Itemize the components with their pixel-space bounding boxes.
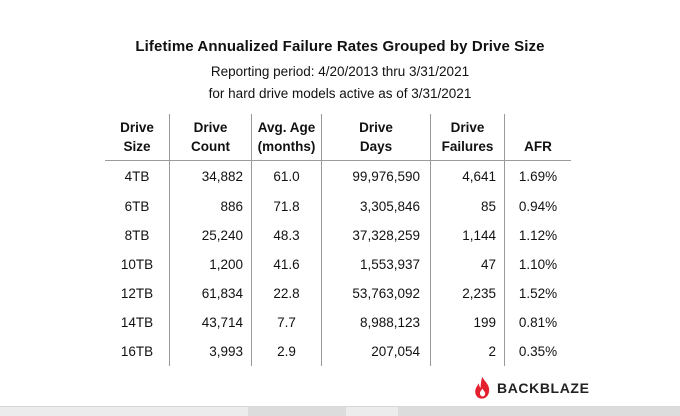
table-header-row: Drive Size Drive Count Avg. Age (months) Dr…	[105, 114, 571, 161]
table-row: 14TB 43,714 7.7 8,988,123 199 0.81%	[105, 308, 571, 337]
cell-drive-size: 4TB	[124, 169, 150, 184]
header-drive-size: Drive Size	[105, 114, 170, 161]
table-row: 4TB 34,882 61.0 99,976,590 4,641 1.69%	[105, 160, 571, 192]
bottom-toolbar-strip	[0, 406, 680, 416]
cell-afr: 0.81%	[504, 308, 571, 337]
cell-drive-size: 8TB	[124, 228, 150, 243]
cell-avg-age: 7.7	[251, 308, 322, 337]
cell-drive-days: 8,988,123	[321, 308, 431, 337]
cell-avg-age: 61.0	[251, 160, 322, 192]
header-avg-age: Avg. Age (months)	[251, 114, 322, 161]
cell-afr: 0.94%	[504, 192, 571, 221]
cell-drive-count: 886	[169, 192, 252, 221]
chart-title: Lifetime Annualized Failure Rates Groupe…	[135, 38, 545, 55]
backblaze-logo: BACKBLAZE	[474, 376, 590, 400]
cell-drive-days: 99,976,590	[321, 160, 431, 192]
cell-drive-size: 10TB	[120, 257, 154, 272]
cell-avg-age: 71.8	[251, 192, 322, 221]
header-drive-failures: Drive Failures	[430, 114, 505, 161]
cell-drive-count: 43,714	[169, 308, 252, 337]
cell-drive-failures: 2,235	[430, 279, 505, 308]
cell-avg-age: 2.9	[251, 337, 322, 366]
brand-name: BACKBLAZE	[497, 380, 590, 396]
cell-drive-size: 6TB	[124, 199, 150, 214]
cell-drive-size: 12TB	[120, 286, 154, 301]
table-row: 6TB 886 71.8 3,305,846 85 0.94%	[105, 192, 571, 221]
cell-drive-size: 16TB	[120, 344, 154, 359]
cell-drive-days: 207,054	[321, 337, 431, 366]
header-afr: AFR	[504, 114, 571, 161]
cell-afr: 1.10%	[504, 250, 571, 279]
table-row: 10TB 1,200 41.6 1,553,937 47 1.10%	[105, 250, 571, 279]
table-row: 8TB 25,240 48.3 37,328,259 1,144 1.12%	[105, 221, 571, 250]
cell-drive-failures: 4,641	[430, 160, 505, 192]
cell-afr: 1.69%	[504, 160, 571, 192]
cell-drive-failures: 1,144	[430, 221, 505, 250]
toolbar-block	[398, 407, 680, 416]
table-row: 12TB 61,834 22.8 53,763,092 2,235 1.52%	[105, 279, 571, 308]
cell-afr: 1.52%	[504, 279, 571, 308]
cell-drive-count: 25,240	[169, 221, 252, 250]
flame-icon-shape	[475, 377, 490, 399]
flame-icon	[475, 377, 490, 399]
cell-drive-count: 3,993	[169, 337, 252, 366]
cell-avg-age: 48.3	[251, 221, 322, 250]
cell-drive-count: 1,200	[169, 250, 252, 279]
cell-afr: 1.12%	[504, 221, 571, 250]
cell-drive-count: 61,834	[169, 279, 252, 308]
cell-drive-failures: 2	[430, 337, 505, 366]
cell-avg-age: 41.6	[251, 250, 322, 279]
header-drive-days: Drive Days	[321, 114, 431, 161]
failure-rate-table: Drive Size Drive Count Avg. Age (months) Dr…	[105, 114, 571, 366]
cell-drive-days: 53,763,092	[321, 279, 431, 308]
cell-drive-failures: 199	[430, 308, 505, 337]
header-drive-count: Drive Count	[169, 114, 252, 161]
cell-drive-size: 14TB	[120, 315, 154, 330]
toolbar-block	[248, 407, 346, 416]
cell-drive-count: 34,882	[169, 160, 252, 192]
reporting-period: Reporting period: 4/20/2013 thru 3/31/20…	[210, 64, 470, 79]
models-note: for hard drive models active as of 3/31/…	[208, 86, 472, 101]
cell-drive-failures: 47	[430, 250, 505, 279]
table-row: 16TB 3,993 2.9 207,054 2 0.35%	[105, 337, 571, 366]
cell-drive-days: 37,328,259	[321, 221, 431, 250]
cell-drive-failures: 85	[430, 192, 505, 221]
cell-avg-age: 22.8	[251, 279, 322, 308]
cell-drive-days: 1,553,937	[321, 250, 431, 279]
cell-afr: 0.35%	[504, 337, 571, 366]
cell-drive-days: 3,305,846	[321, 192, 431, 221]
